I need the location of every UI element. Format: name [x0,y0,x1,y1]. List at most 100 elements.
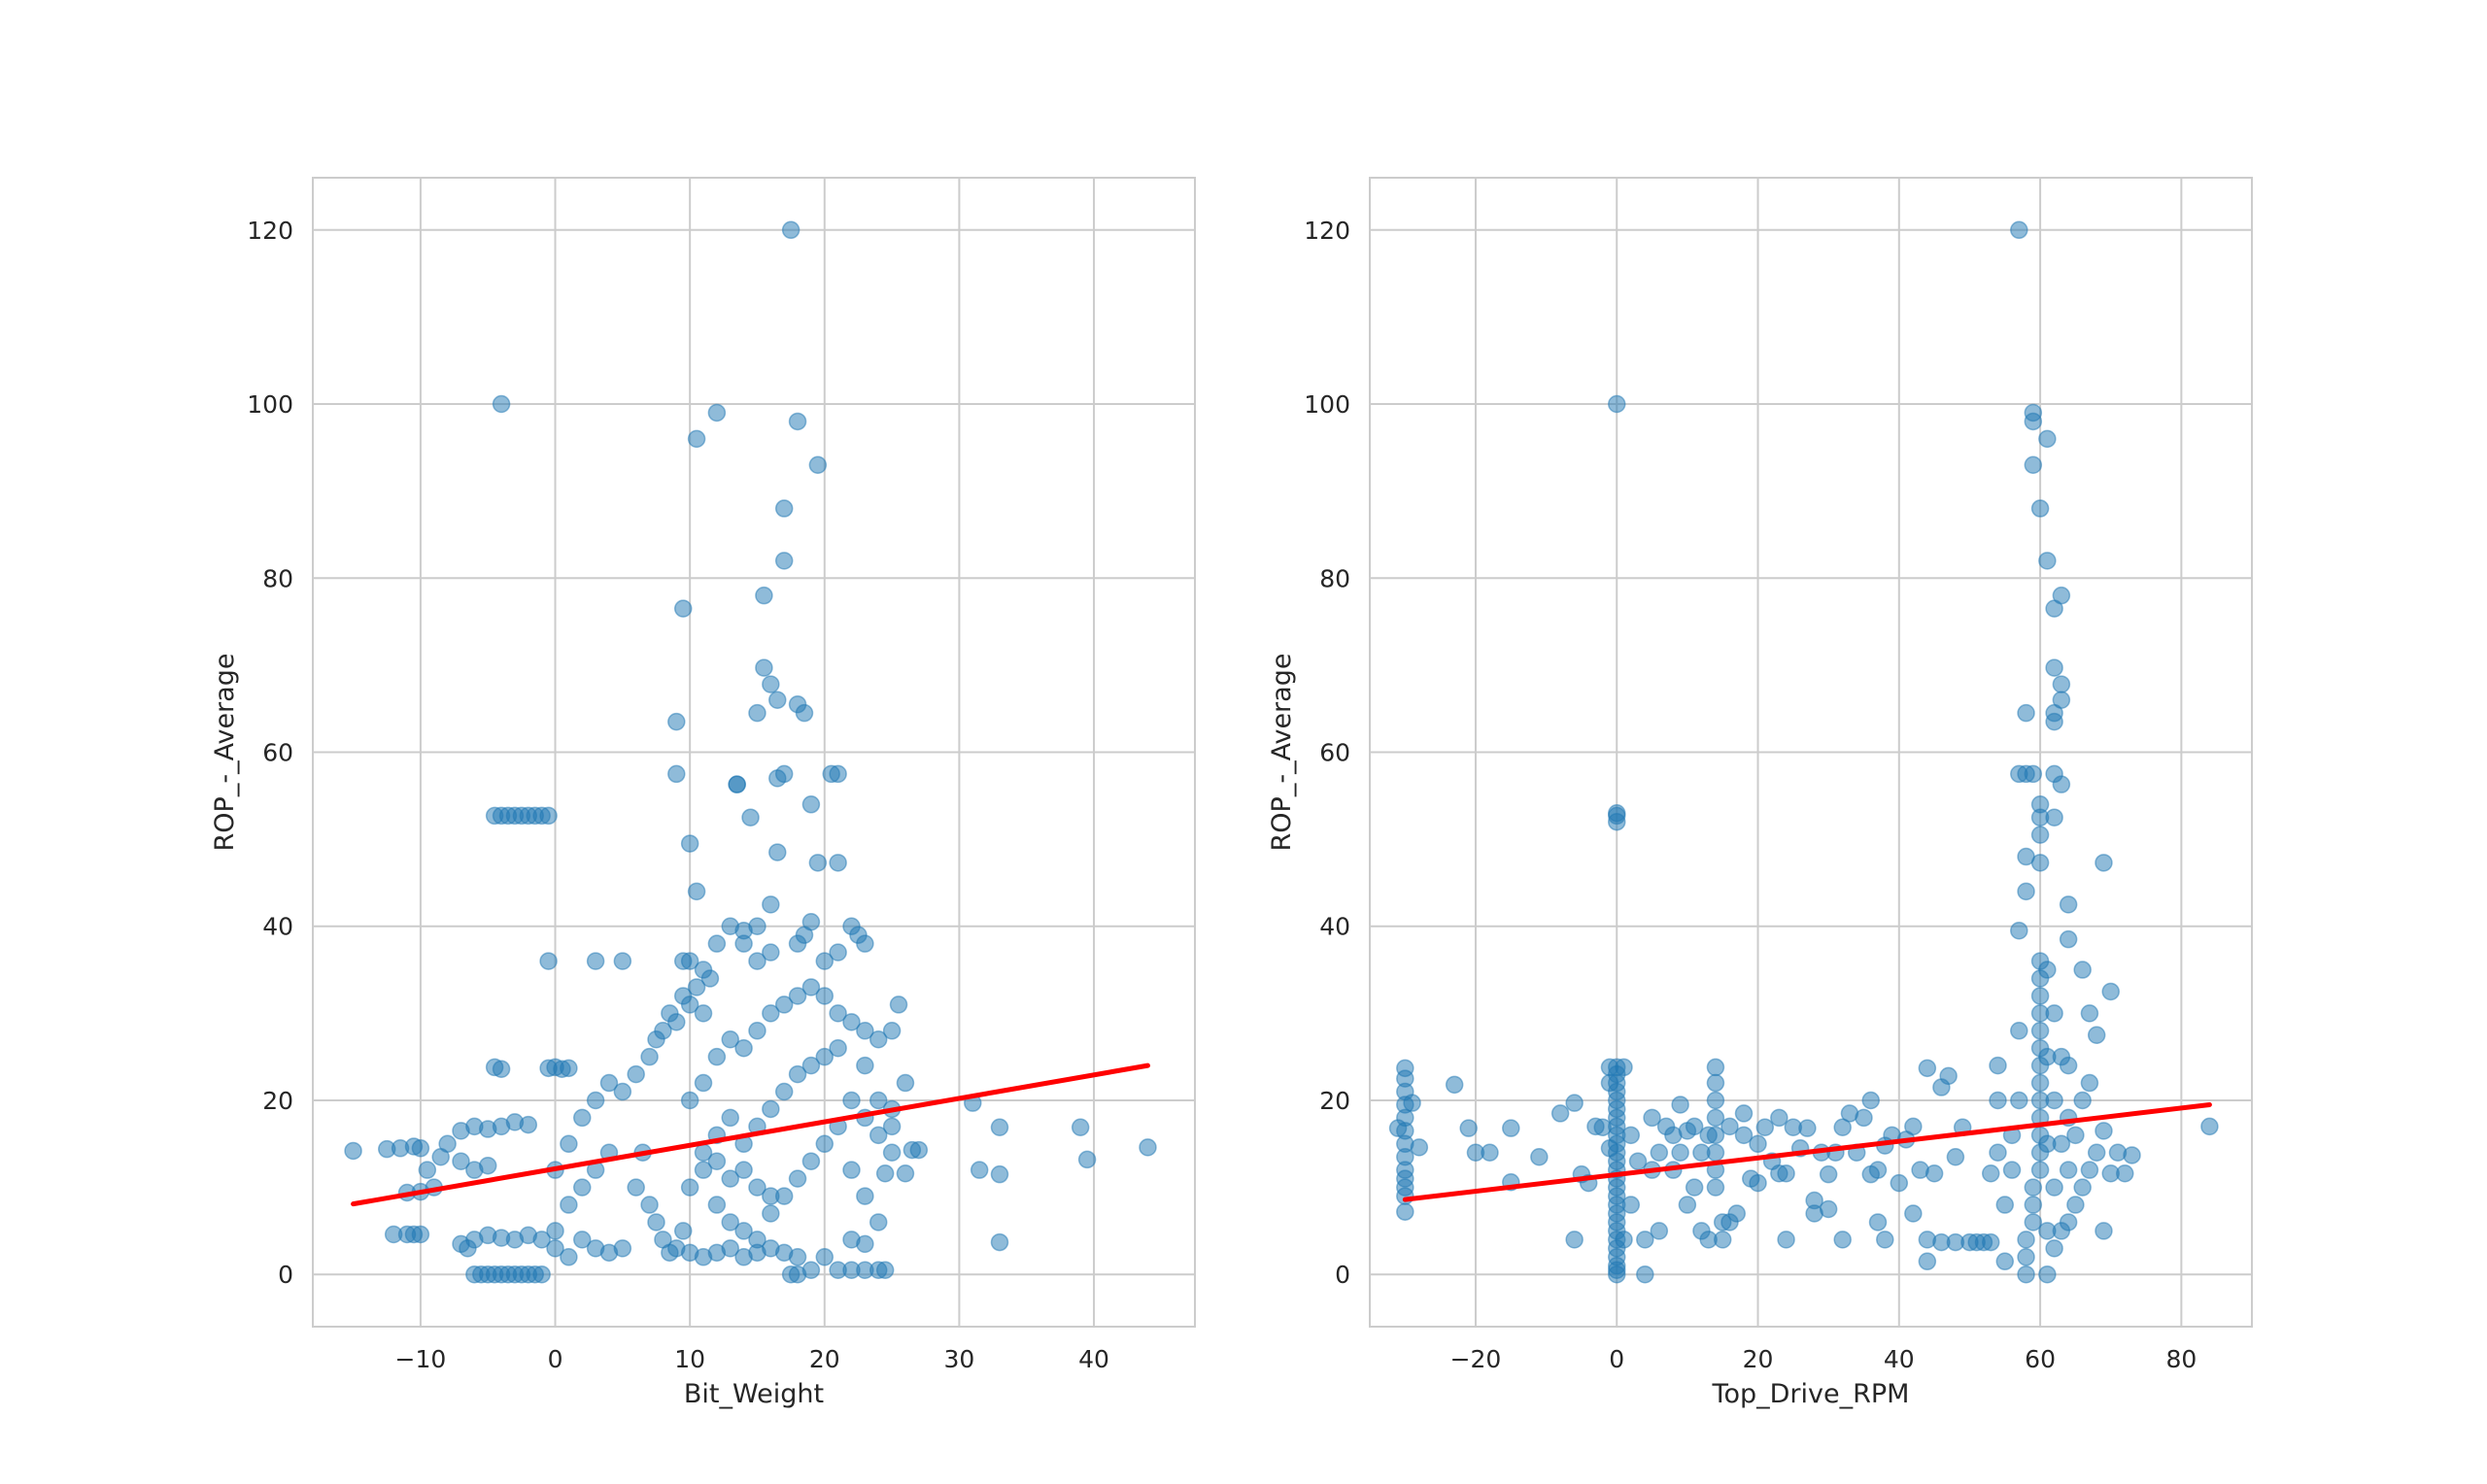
data-point [2101,982,2120,1001]
data-point [627,1064,645,1084]
data-point [1904,1204,1923,1223]
data-point [808,455,828,474]
data-point [546,1222,564,1240]
data-point [1720,1117,1739,1136]
y-tick-label: 60 [262,739,293,767]
data-point [2045,1004,2063,1023]
data-point [1459,1119,1478,1137]
data-point [1139,1138,1157,1157]
data-point [1671,1096,1689,1114]
data-point [1918,1059,1937,1078]
data-point [1445,1075,1464,1095]
data-point [909,1140,929,1160]
data-point [1706,1108,1725,1128]
data-point [774,764,794,784]
data-point [1798,1119,1817,1137]
data-point [707,403,727,422]
data-point [768,691,787,709]
data-point [2017,1248,2035,1266]
data-point [640,1196,659,1214]
data-point [815,1248,835,1266]
data-point [721,1169,739,1188]
data-point [2030,854,2050,872]
data-point [748,1178,767,1197]
data-point [411,1139,430,1158]
data-point [875,1261,895,1279]
data-point [694,1161,713,1179]
data-point [1995,1196,2015,1214]
data-point [2030,826,2050,844]
data-point [613,1239,632,1258]
data-point [762,1187,780,1205]
data-point [459,1239,477,1258]
y-tick-label: 0 [1335,1261,1350,1289]
data-point [815,952,835,970]
data-point [2024,1213,2043,1231]
data-point [2080,1161,2099,1179]
y-tick-label: 100 [247,390,293,419]
data-point [2010,921,2028,940]
data-point [1410,1138,1429,1157]
data-point [2080,1073,2099,1093]
data-point [1777,1231,1795,1249]
data-point [815,1134,835,1154]
data-point [1621,1196,1641,1214]
data-point [882,1143,902,1163]
data-point [1995,1252,2015,1271]
data-point [2045,658,2063,677]
data-point [762,675,780,693]
data-point [762,1099,780,1119]
data-point [1706,1126,1725,1145]
data-point [788,1064,807,1084]
data-point [774,995,794,1014]
data-point [990,1118,1009,1137]
data-point [2030,987,2050,1005]
data-point [613,1082,632,1101]
data-point [829,943,847,961]
data-point [2045,808,2063,826]
x-axis-label: Bit_Weight [684,1379,824,1409]
data-point [721,1108,739,1128]
data-point [1403,1094,1421,1112]
data-point [694,1073,713,1093]
data-point [755,658,773,677]
data-point [1819,1199,1838,1219]
data-point [667,712,686,731]
data-point [573,1231,592,1249]
data-point [707,934,727,953]
data-point [882,1022,902,1040]
data-point [748,952,767,970]
data-point [869,1030,888,1049]
data-point [2038,1265,2057,1284]
x-tick-label: 30 [943,1345,974,1373]
data-point [1727,1204,1746,1223]
data-point [2024,455,2043,474]
regression-line [351,1062,1150,1207]
data-point [1628,1152,1648,1170]
data-point [842,1091,861,1110]
data-point [801,795,821,814]
x-tick-label: 20 [809,1345,840,1373]
data-point [2045,712,2063,731]
scatter-points [1388,220,2219,1284]
y-tick-label: 100 [1304,390,1350,419]
data-point [2095,1222,2113,1240]
data-point [2038,429,2057,449]
data-point [734,1161,753,1179]
data-point [539,806,558,826]
data-point [721,1239,739,1258]
data-point [560,1059,578,1078]
data-point [680,834,699,853]
data-point [1819,1164,1838,1184]
y-axis-label: ROP_-_Average [1267,654,1297,852]
y-tick-label: 60 [1319,739,1350,767]
data-point [627,1178,645,1197]
data-point [707,1047,727,1066]
data-point [599,1073,619,1093]
data-point [418,1161,437,1179]
data-point [1868,1161,1888,1179]
data-point [1749,1173,1767,1193]
data-point [2059,929,2078,949]
data-point [801,913,821,931]
